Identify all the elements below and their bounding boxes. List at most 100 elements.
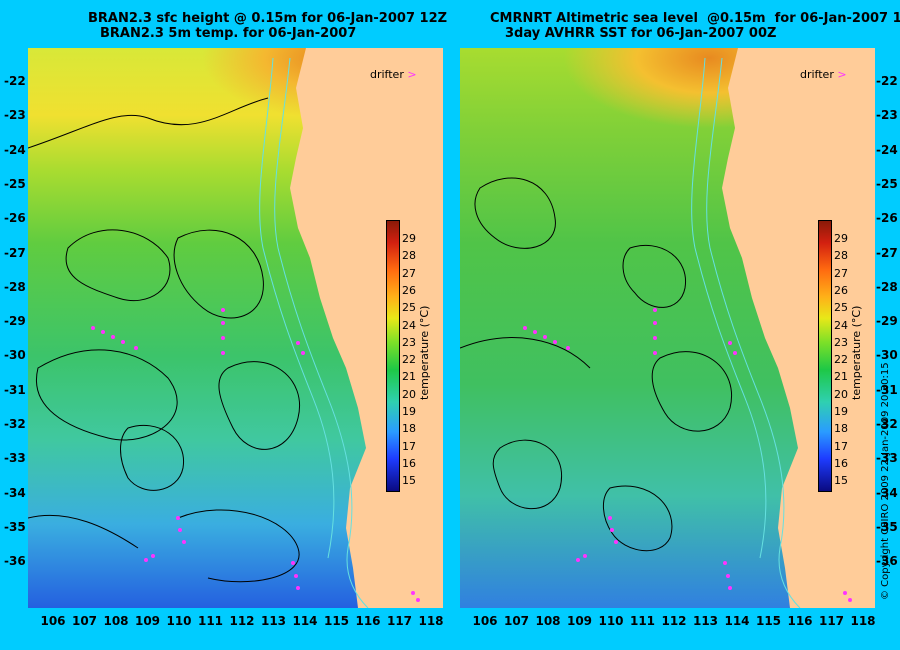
latitude-label: -23 [4, 108, 26, 123]
longitude-label: 107 [71, 614, 98, 628]
colorbar-tick: 15 [402, 474, 416, 488]
colorbar-tick: 22 [402, 353, 416, 367]
latitude-label: -35 [876, 519, 898, 534]
latitude-label: -32 [4, 417, 26, 431]
left-title-line2: BRAN2.3 5m temp. for 06-Jan-2007 [100, 26, 357, 41]
latitude-label: -28 [4, 279, 26, 294]
colorbar-tick: 21 [402, 370, 416, 384]
latitude-label: -24 [876, 142, 898, 157]
colorbar-tick: 22 [834, 353, 848, 367]
isobath-lines [691, 57, 801, 608]
colorbar-tick: 20 [402, 387, 416, 401]
latitude-label: -31 [4, 382, 26, 397]
latitude-label: -36 [876, 554, 898, 569]
colorbar-tick: 25 [402, 301, 416, 315]
colorbar-tick: 25 [834, 301, 848, 315]
colorbar-tick: 24 [402, 318, 416, 332]
colorbar-tick: 23 [402, 335, 416, 349]
latitude-label: -32 [876, 417, 898, 431]
longitude-label: 113 [692, 614, 719, 628]
latitude-label: -30 [4, 348, 26, 363]
colorbar-tick: 19 [834, 405, 848, 418]
longitude-label: 118 [850, 614, 876, 628]
drifter-legend-left: drifter > [370, 68, 417, 81]
colorbar-tick: 16 [834, 456, 848, 470]
latitude-label: -22 [876, 74, 898, 88]
colorbar-tick: 20 [834, 387, 848, 401]
latitude-label: -27 [876, 245, 898, 260]
colorbar-tick: 21 [834, 370, 848, 384]
latitude-label: -36 [4, 554, 26, 569]
longitude-label: 109 [134, 614, 161, 628]
left-title-line1: BRAN2.3 sfc height @ 0.15m for 06-Jan-20… [88, 11, 448, 26]
colorbar-tick: 28 [402, 249, 416, 263]
longitude-label: 111 [629, 614, 656, 628]
colorbar-tick: 17 [402, 439, 416, 453]
australia-land [722, 48, 875, 608]
latitude-label: -24 [4, 142, 26, 157]
drifter-tracks [523, 308, 852, 602]
longitude-label: 115 [755, 614, 782, 628]
colorbar-tick: 29 [402, 232, 416, 245]
latitude-label: -33 [4, 451, 26, 466]
colorbar-tick: 15 [834, 474, 848, 488]
latitude-label: -29 [4, 314, 26, 329]
drifter-legend-right: drifter > [800, 68, 847, 81]
latitude-label: -22 [4, 74, 26, 88]
colorbar-unit-right: temperature (°C) [850, 305, 863, 400]
latitude-label: -30 [876, 348, 898, 363]
longitude-label: 110 [166, 614, 192, 628]
longitude-label: 114 [724, 614, 750, 628]
latitude-label: -25 [876, 176, 898, 191]
right-sst-map [460, 48, 875, 608]
colorbar-tick: 27 [402, 266, 416, 280]
latitude-label: -34 [876, 485, 898, 500]
longitude-label: 117 [818, 614, 845, 628]
longitude-label: 109 [566, 614, 593, 628]
longitude-label: 106 [40, 614, 66, 628]
longitude-label: 107 [503, 614, 530, 628]
isobath-lines [259, 57, 369, 608]
altimetric-contours [460, 177, 732, 552]
colorbar-tick: 24 [834, 318, 848, 332]
longitude-label: 114 [292, 614, 318, 628]
latitude-label: -33 [876, 451, 898, 466]
longitude-label: 112 [229, 614, 255, 628]
colorbar-tick: 27 [834, 266, 848, 280]
colorbar-tick: 19 [402, 405, 416, 418]
colorbar-tick: 18 [834, 422, 848, 436]
longitude-label: 111 [197, 614, 224, 628]
latitude-label: -25 [4, 176, 26, 191]
right-title-line2: 3day AVHRR SST for 06-Jan-2007 00Z [505, 26, 777, 41]
latitude-label: -23 [876, 108, 898, 123]
longitude-label: 108 [103, 614, 129, 628]
latitude-label: -28 [876, 279, 898, 294]
latitude-label: -26 [876, 211, 898, 226]
latitude-label: -31 [876, 382, 898, 397]
longitude-label: 117 [386, 614, 413, 628]
colorbar-tick: 17 [834, 439, 848, 453]
left-map-panel [28, 48, 443, 608]
colorbar-right [818, 220, 832, 492]
sea-height-contours [28, 97, 300, 583]
colorbar-tick: 28 [834, 249, 848, 263]
colorbar-left [386, 220, 400, 492]
latitude-label: -26 [4, 211, 26, 226]
longitude-label: 115 [323, 614, 350, 628]
longitude-label: 116 [787, 614, 813, 628]
longitude-label: 116 [355, 614, 381, 628]
colorbar-unit-left: temperature (°C) [418, 305, 431, 400]
drifter-tracks [91, 308, 420, 602]
right-title-line1: CMRNRT Altimetric sea level @0.15m for 0… [490, 11, 900, 26]
colorbar-tick: 26 [402, 283, 416, 297]
latitude-label: -27 [4, 245, 26, 260]
right-map-panel [460, 48, 875, 608]
latitude-label: -34 [4, 485, 26, 500]
longitude-label: 113 [260, 614, 287, 628]
left-sst-map [28, 48, 443, 608]
colorbar-tick: 23 [834, 335, 848, 349]
colorbar-tick: 29 [834, 232, 848, 245]
longitude-label: 108 [535, 614, 561, 628]
longitude-label: 110 [598, 614, 624, 628]
longitude-label: 106 [472, 614, 498, 628]
